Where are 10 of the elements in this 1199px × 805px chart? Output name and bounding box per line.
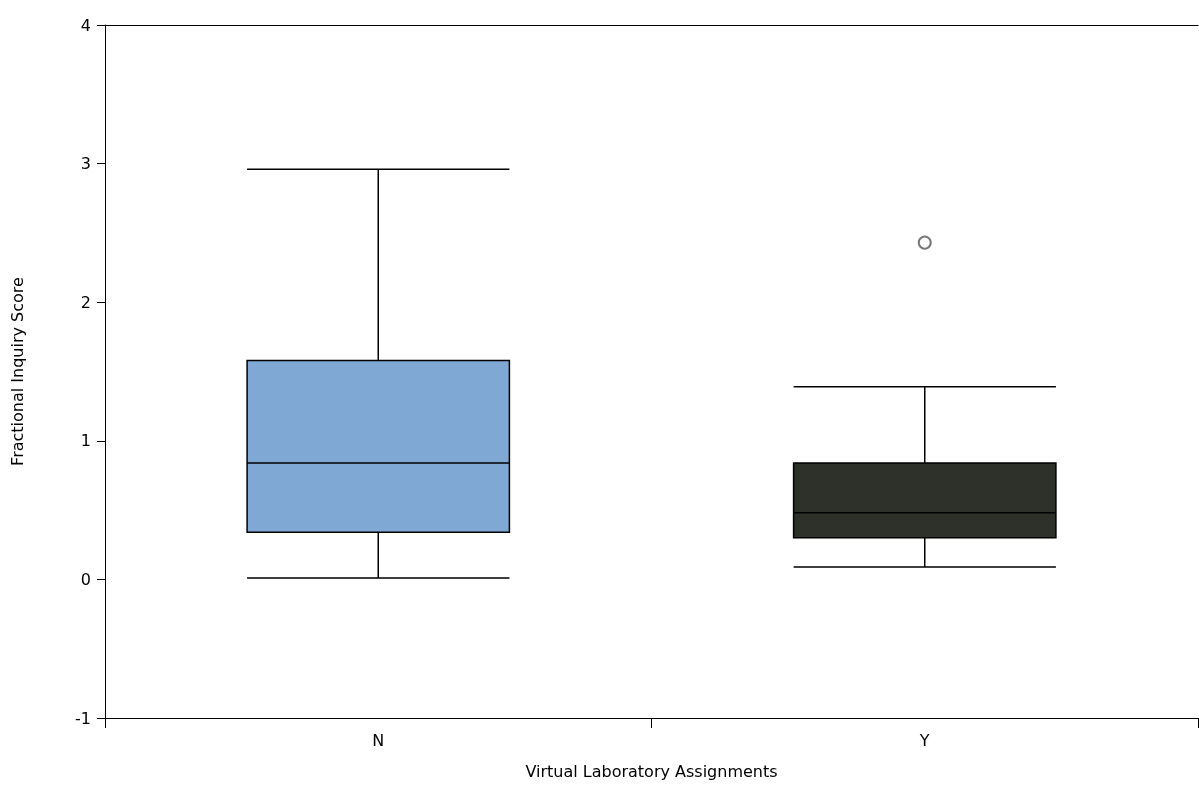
x-axis-title: Virtual Laboratory Assignments xyxy=(525,761,778,781)
y-tick-label: 3 xyxy=(80,154,91,174)
y-tick-label: -1 xyxy=(75,708,91,728)
y-tick-label: 4 xyxy=(80,15,91,35)
y-tick-label: 1 xyxy=(80,431,91,451)
y-axis-title: Fractional Inquiry Score xyxy=(7,277,27,466)
y-tick-label: 0 xyxy=(80,569,91,589)
x-tick-label: Y xyxy=(918,730,930,750)
x-tick-label: N xyxy=(372,730,385,750)
y-tick-label: 2 xyxy=(80,292,91,312)
